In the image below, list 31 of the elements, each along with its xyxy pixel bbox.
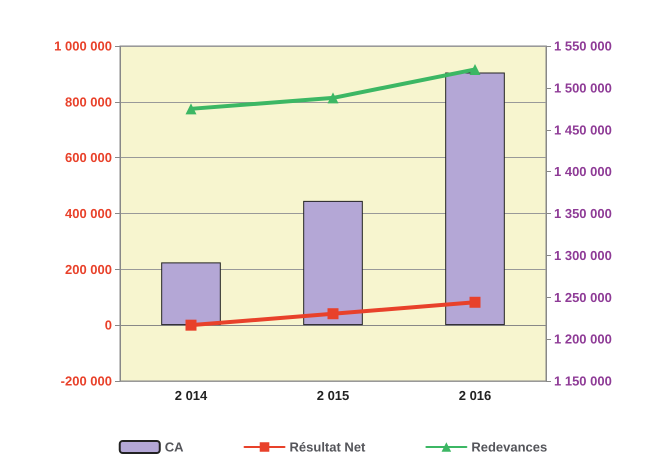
y2-tick-label: 1 300 000 bbox=[554, 248, 612, 263]
point bbox=[470, 296, 480, 308]
legend-label: CA bbox=[164, 440, 184, 454]
y2-tick-label: 1 200 000 bbox=[554, 332, 612, 347]
y2-tick-label: 1 400 000 bbox=[554, 164, 612, 180]
y-tick-label: 0 bbox=[104, 318, 112, 333]
legend-label: Redevances bbox=[471, 440, 548, 454]
y-tick-label: 400 000 bbox=[65, 206, 112, 221]
y-tick-label: 800 000 bbox=[65, 94, 112, 110]
bar bbox=[161, 262, 221, 326]
y2-tick-label: 1 500 000 bbox=[554, 80, 612, 96]
bar bbox=[445, 72, 505, 326]
y-tick-label: 600 000 bbox=[65, 150, 112, 166]
point bbox=[328, 308, 338, 320]
y2-tick-label: 1 550 000 bbox=[554, 38, 612, 54]
bar bbox=[303, 200, 363, 326]
y-tick-label: -200 000 bbox=[60, 374, 112, 388]
y-tick-label: 200 000 bbox=[65, 262, 112, 277]
point bbox=[328, 92, 338, 104]
y2-tick-label: 1 350 000 bbox=[554, 206, 612, 221]
x-tick-label: 2 014 bbox=[174, 388, 208, 403]
y2-tick-label: 1 250 000 bbox=[554, 290, 612, 305]
point bbox=[186, 320, 196, 331]
y2-tick-label: 1 150 000 bbox=[554, 374, 612, 388]
point bbox=[470, 64, 480, 75]
y2-tick-label: 1 450 000 bbox=[554, 122, 612, 138]
x-tick-label: 2 015 bbox=[316, 388, 350, 403]
legend-label: Résultat Net bbox=[290, 440, 366, 454]
y-tick-label: 1 000 000 bbox=[54, 38, 112, 54]
point bbox=[186, 103, 196, 114]
x-tick-label: 2 016 bbox=[458, 388, 492, 403]
